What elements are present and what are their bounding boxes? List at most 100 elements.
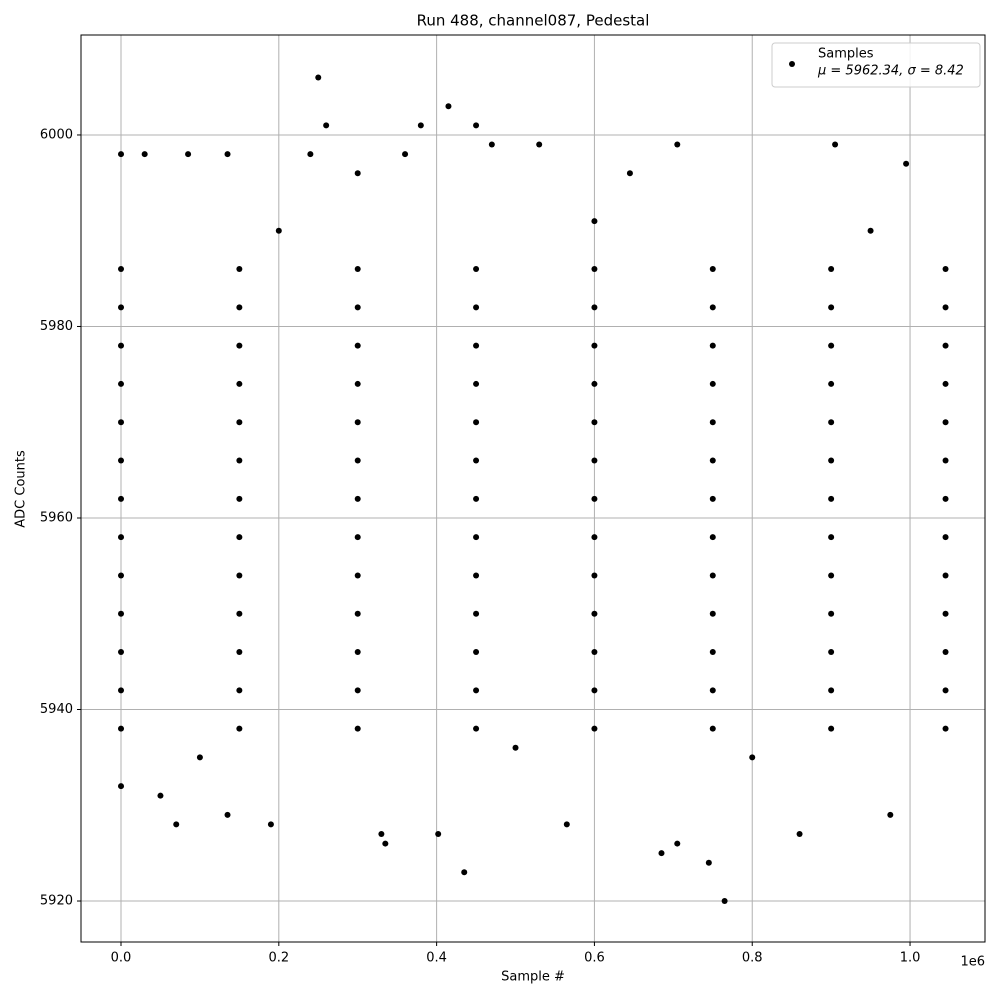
point [591, 610, 598, 617]
point [267, 821, 274, 828]
point [942, 649, 949, 656]
point [118, 266, 125, 273]
point [591, 687, 598, 694]
point [157, 792, 164, 799]
point [828, 419, 835, 426]
point [354, 534, 361, 541]
point [591, 534, 598, 541]
point [118, 649, 125, 656]
point [828, 725, 835, 732]
point [473, 122, 480, 129]
point [832, 141, 839, 148]
point [591, 725, 598, 732]
point [236, 304, 243, 311]
point [141, 151, 148, 158]
point [354, 304, 361, 311]
point [236, 419, 243, 426]
point [709, 419, 716, 426]
point [828, 610, 835, 617]
chart-title: Run 488, channel087, Pedestal [417, 12, 650, 30]
point [867, 227, 874, 234]
y-tick-label: 5960 [40, 510, 73, 525]
point [461, 869, 468, 876]
y-tick-label: 5920 [40, 894, 73, 909]
point [942, 495, 949, 502]
point [709, 457, 716, 464]
point [903, 160, 910, 167]
legend-marker [789, 61, 795, 67]
point [473, 495, 480, 502]
point [828, 495, 835, 502]
point [236, 457, 243, 464]
point [417, 122, 424, 129]
point [942, 572, 949, 579]
point [721, 898, 728, 905]
point [236, 572, 243, 579]
point [236, 687, 243, 694]
point [473, 725, 480, 732]
point [709, 266, 716, 273]
y-tick-label: 5980 [40, 319, 73, 334]
point [118, 342, 125, 349]
point [674, 141, 681, 148]
point [591, 572, 598, 579]
point [473, 304, 480, 311]
legend-box [771, 42, 981, 88]
point [709, 380, 716, 387]
point [118, 534, 125, 541]
point [591, 457, 598, 464]
legend: Samples μ = 5962.34, σ = 8.42 [771, 42, 981, 88]
grid [81, 35, 985, 942]
point [942, 266, 949, 273]
point [942, 304, 949, 311]
x-axis-label: Sample # [501, 970, 565, 985]
point [354, 342, 361, 349]
point [488, 141, 495, 148]
point [591, 419, 598, 426]
point [705, 859, 712, 866]
point [942, 342, 949, 349]
x-offset-label: 1e6 [960, 955, 985, 970]
point [709, 572, 716, 579]
point [828, 687, 835, 694]
legend-note: μ = 5962.34, σ = 8.42 [817, 64, 964, 79]
point [173, 821, 180, 828]
point [236, 534, 243, 541]
point [224, 811, 231, 818]
point [435, 830, 442, 837]
point [354, 687, 361, 694]
point [118, 419, 125, 426]
point [118, 380, 125, 387]
point [591, 380, 598, 387]
point [626, 170, 633, 177]
point [473, 572, 480, 579]
y-tick-label: 5940 [40, 702, 73, 717]
x-tick-label: 0.8 [742, 951, 763, 966]
point [118, 572, 125, 579]
point [942, 419, 949, 426]
point [709, 610, 716, 617]
point [563, 821, 570, 828]
point [942, 610, 949, 617]
point [942, 687, 949, 694]
point [828, 649, 835, 656]
y-axis-label: ADC Counts [14, 450, 29, 528]
point [354, 457, 361, 464]
point [354, 380, 361, 387]
point [674, 840, 681, 847]
point [236, 342, 243, 349]
point [118, 687, 125, 694]
point [709, 495, 716, 502]
point [473, 457, 480, 464]
point [118, 495, 125, 502]
point [658, 850, 665, 857]
legend-label: Samples [818, 47, 874, 62]
point [185, 151, 192, 158]
point [473, 649, 480, 656]
point [591, 304, 598, 311]
point [942, 725, 949, 732]
point [473, 687, 480, 694]
x-tick-label: 0.4 [426, 951, 447, 966]
point [118, 783, 125, 790]
